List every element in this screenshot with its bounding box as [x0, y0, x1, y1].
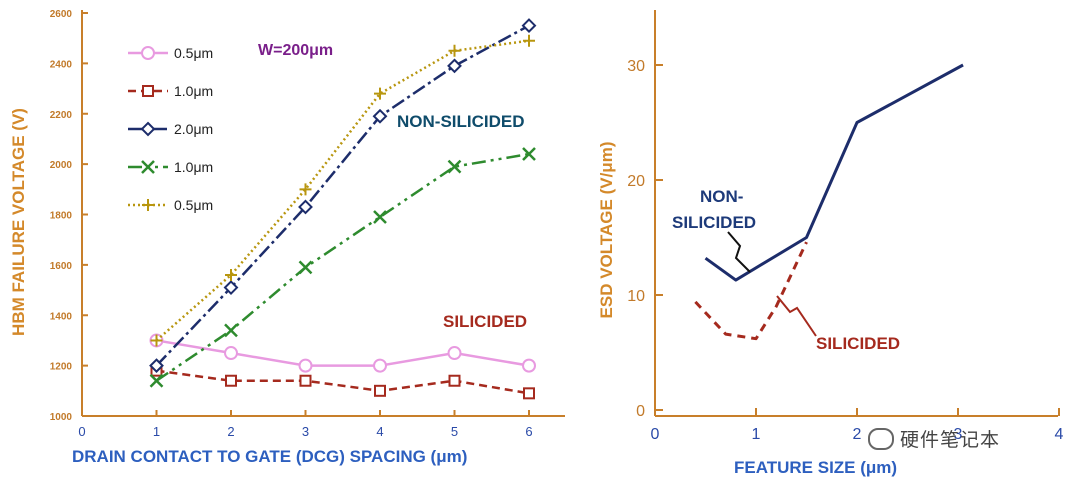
non-silicided-leader: [727, 231, 751, 273]
hbm-point-4-4: [448, 44, 461, 57]
hbm-legend: 0.5μm 1.0μm 2.0μm 1.0μm 0.5μm: [128, 45, 213, 213]
hbm-y-tick-label: 1000: [50, 412, 73, 423]
esd-y-axis-title: ESD VOLTAGE (V/μm): [597, 142, 616, 319]
non-silicided-label-line1: NON-: [700, 187, 743, 206]
hbm-point-4-3: [374, 87, 386, 100]
hbm-y-tick-label: 2400: [50, 59, 73, 70]
legend-marker-3: [141, 160, 155, 174]
hbm-point-0-5: [522, 358, 536, 373]
esd-series-line-1: [694, 241, 808, 341]
hbm-y-tick-label: 1200: [50, 362, 73, 373]
hbm-point-2-5: [521, 18, 537, 34]
watermark-text: 硬件笔记本: [900, 430, 1001, 451]
hbm-y-tick-label: 2000: [50, 160, 73, 171]
width-annotation: W=200μm: [258, 42, 333, 59]
hbm-point-2-3: [372, 108, 388, 124]
hbm-point-0-4: [447, 346, 462, 361]
esd-y-tick-label: 20: [627, 173, 645, 190]
hbm-point-2-0: [149, 358, 164, 374]
esd-y-ticks: 0 10 20 30: [627, 58, 663, 420]
hbm-point-1-4: [448, 374, 461, 387]
hbm-point-3-0: [149, 373, 164, 388]
hbm-y-tick-label: 2200: [50, 110, 73, 121]
hbm-x-axis-title: DRAIN CONTACT TO GATE (DCG) SPACING (μm): [72, 447, 467, 466]
non-silicided-label-line2: SILICIDED: [672, 213, 756, 232]
hbm-series-line-3: [155, 152, 530, 382]
hbm-point-3-3: [373, 210, 387, 224]
hbm-x-ticks: 0 1 2 3 4 5 6: [78, 410, 533, 439]
hbm-point-0-2: [298, 358, 313, 373]
esd-y-tick-label: 10: [627, 288, 645, 305]
legend-marker-4: [142, 199, 154, 211]
hbm-y-tick-label: 1600: [50, 261, 73, 272]
esd-x-tick-label: 0: [651, 426, 660, 443]
esd-series-line-0: [704, 63, 964, 282]
hbm-point-3-1: [224, 323, 238, 338]
esd-x-tick-label: 1: [752, 426, 761, 443]
esd-y-tick-label: 0: [636, 403, 645, 420]
hbm-x-tick-label: 2: [227, 424, 234, 439]
hbm-point-0-3: [373, 358, 387, 373]
hbm-point-1-5: [523, 387, 535, 400]
silicided-leader: [776, 295, 817, 337]
hbm-point-1-1: [225, 374, 237, 387]
hbm-point-3-4: [447, 159, 462, 174]
esd-x-axis-title: FEATURE SIZE (μm): [734, 458, 897, 477]
hbm-x-tick-label: 6: [525, 424, 532, 439]
esd-x-tick-label: 4: [1055, 426, 1064, 443]
esd-x-tick-label: 2: [853, 426, 862, 443]
watermark: 硬件笔记本: [868, 425, 1000, 452]
non-silicided-label: NON-SILICIDED: [397, 112, 525, 131]
legend-marker-2: [140, 121, 156, 137]
hbm-point-0-1: [224, 346, 238, 361]
esd-chart: 0 10 20 30 0 1 2 3 4 FEATURE SIZE (μm) ESD VOLT…: [597, 10, 1064, 477]
hbm-point-2-4: [447, 58, 462, 74]
hbm-point-1-3: [374, 384, 386, 397]
esd-y-tick-label: 30: [627, 58, 645, 75]
hbm-point-4-2: [299, 183, 312, 196]
hbm-point-2-2: [298, 199, 313, 215]
hbm-point-3-2: [298, 260, 313, 275]
hbm-point-4-5: [523, 34, 535, 47]
esd-series: [694, 63, 964, 341]
legend-label-4: 0.5μm: [174, 197, 213, 213]
hbm-x-tick-label: 0: [78, 424, 85, 439]
silicided-label: SILICIDED: [443, 312, 527, 331]
hbm-x-tick-label: 1: [153, 424, 160, 439]
hbm-series-line-0: [156, 339, 530, 367]
legend-label-3: 1.0μm: [174, 159, 213, 175]
hbm-point-1-2: [299, 374, 312, 387]
hbm-point-3-5: [522, 147, 536, 161]
hbm-x-tick-label: 4: [376, 424, 383, 439]
legend-label-0: 0.5μm: [174, 45, 213, 61]
hbm-x-tick-label: 5: [451, 424, 458, 439]
hbm-point-2-1: [223, 280, 239, 295]
wechat-icon: [868, 427, 894, 450]
esd-x-ticks: 0 1 2 3 4: [651, 408, 1064, 443]
hbm-series-line-1: [156, 369, 530, 395]
hbm-series-line-2: [155, 24, 530, 367]
silicided-label-right: SILICIDED: [816, 334, 900, 353]
hbm-y-ticks: 1000 1200 1400 1600 1800 2000 2200 2400 2600: [50, 9, 88, 423]
hbm-x-tick-label: 3: [302, 424, 309, 439]
hbm-y-tick-label: 1800: [50, 211, 73, 222]
hbm-y-axis-title: HBM FAILURE VOLTAGE (V): [9, 108, 28, 336]
hbm-point-4-1: [225, 268, 237, 281]
legend-marker-1: [142, 85, 154, 97]
hbm-series: [149, 18, 537, 400]
esd-x-tick-label: 3: [954, 426, 963, 443]
hbm-y-tick-label: 2600: [50, 9, 73, 20]
hbm-y-tick-label: 1400: [50, 311, 73, 322]
legend-label-2: 2.0μm: [174, 121, 213, 137]
legend-marker-0: [141, 46, 155, 60]
hbm-point-4-0: [150, 334, 163, 347]
legend-label-1: 1.0μm: [174, 83, 213, 99]
hbm-chart: 1000 1200 1400 1600 1800 2000 2200 2400 2600 0 1 2…: [9, 9, 565, 466]
